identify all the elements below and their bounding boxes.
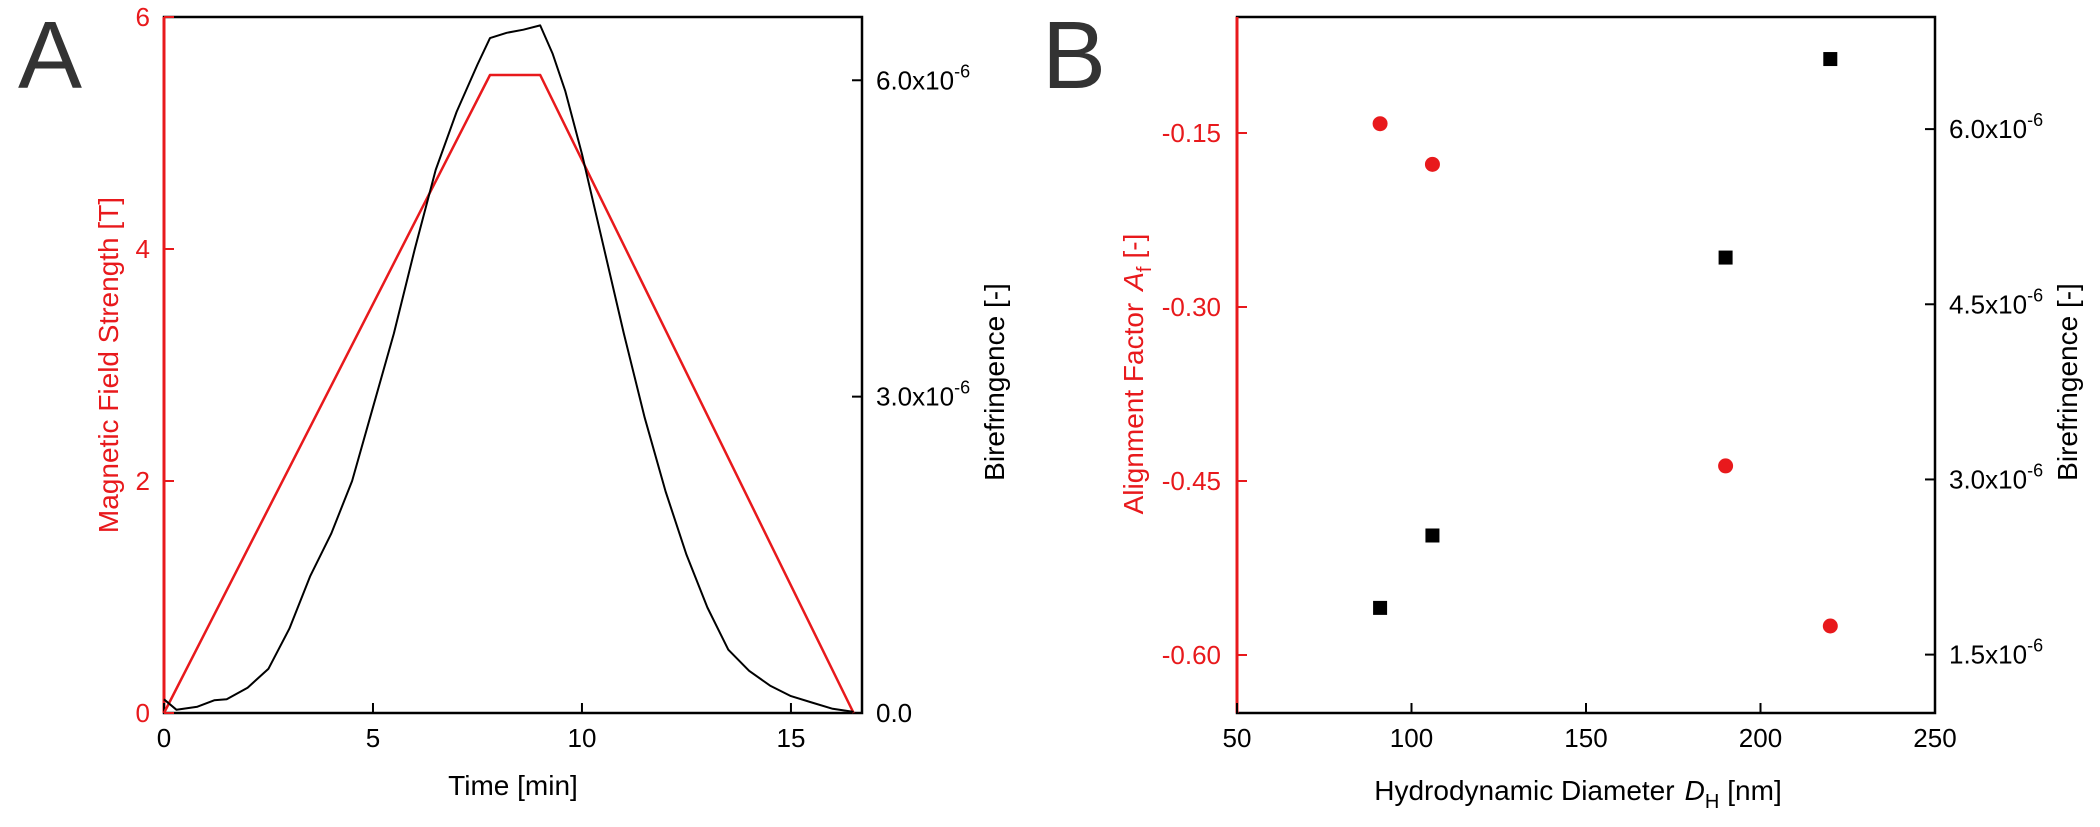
panel-b-x-tick-label: 100 [1390, 723, 1433, 753]
panel-b-left-ticks: -0.15 -0.30 -0.45 -0.60 [1162, 118, 1247, 670]
panel-b-birefringence-point [1425, 528, 1440, 543]
panel-a-x-axis-title: Time [min] [448, 770, 578, 801]
panel-b-left-axis-unit: [-] [1118, 234, 1149, 259]
panel-b-left-axis-title-text: Alignment Factor [1118, 303, 1149, 515]
panel-b-right-ticks: 1.5x10-63.0x10-64.5x10-66.0x10-6 [1925, 110, 2043, 670]
panel-b-right-axis-title: Birefringence [-] [2052, 283, 2083, 481]
panel-a-left-tick-label: 0 [136, 698, 150, 728]
panel-b-right-tick-label-mantissa: 6.0x10 [1949, 114, 2027, 144]
panel-b-right-tick-label-mantissa: 1.5x10 [1949, 640, 2027, 670]
panel-b-birefringence-point [1718, 250, 1733, 265]
panel-b-x-tick-label: 50 [1223, 723, 1252, 753]
panel-a-label: A [18, 2, 82, 109]
panel-b-right-tick-label-mantissa: 3.0x10 [1949, 464, 2027, 494]
panel-b-left-tick-label: -0.15 [1162, 118, 1221, 148]
panel-b-x-tick-label: 200 [1739, 723, 1782, 753]
panel-a-left-tick-label: 6 [136, 2, 150, 32]
panel-b-x-axis-title: Hydrodynamic Diameter DH [nm] [1374, 775, 1781, 813]
panel-b-alignment-point [1424, 156, 1440, 172]
panel-a-right-tick-label-exponent: -6 [954, 61, 970, 81]
panel-a-series [162, 24, 855, 714]
panel-b-alignment-point [1718, 458, 1734, 474]
panel-b-x-axis-symbol: D [1685, 775, 1705, 806]
panel-b-alignment-point [1372, 116, 1388, 132]
panel-b-left-axis-title: Alignment Factor Af [-] [1118, 234, 1156, 515]
panel-b-x-tick-label: 150 [1564, 723, 1607, 753]
panel-a-right-axis-title: Birefringence [-] [979, 283, 1010, 481]
panel-b-right-tick-label-exponent: -6 [2027, 285, 2043, 305]
panel-a-left-ticks: 0 2 4 6 [136, 2, 174, 728]
panel-a-right-tick-label-mantissa: 0.0 [876, 698, 912, 728]
panel-b-birefringence-point [1823, 52, 1838, 67]
panel-a-series-line [162, 73, 855, 714]
panel-a-series-line [163, 24, 854, 713]
panel-b-alignment-point [1822, 618, 1838, 634]
panel-b-series [1372, 52, 1838, 634]
panel-b-x-ticks: 50 100 150 200 250 [1223, 703, 1957, 753]
panel-b-x-tick-label: 250 [1913, 723, 1956, 753]
panel-a-frame [162, 15, 864, 715]
panel-a-x-ticks: 0 5 10 15 [157, 703, 805, 753]
panel-b-label: B [1042, 2, 1106, 109]
panel-b-x-axis-title-text: Hydrodynamic Diameter [1374, 775, 1674, 806]
panel-b-left-axis-subscript: f [1134, 266, 1156, 272]
panel-a-right-tick-label-mantissa: 6.0x10 [876, 65, 954, 95]
panel-a-x-tick-label: 0 [157, 723, 171, 753]
panel-b-frame [1235, 15, 1937, 715]
panel-b-right-tick-label-exponent: -6 [2027, 110, 2043, 130]
panel-a-right-tick-label: 6.0x10-6 [876, 61, 970, 95]
panel-b-left-axis-symbol: A [1118, 272, 1149, 293]
panel-b-birefringence-point [1373, 600, 1388, 615]
panel-a-right-tick-label: 0.0 [876, 698, 912, 728]
panel-b-right-tick-label-mantissa: 4.5x10 [1949, 289, 2027, 319]
panel-b-right-tick-label-exponent: -6 [2027, 636, 2043, 656]
panel-b-x-axis-unit: [nm] [1727, 775, 1781, 806]
panel-a-x-tick-label: 5 [366, 723, 380, 753]
panel-b-right-tick-label: 6.0x10-6 [1949, 110, 2043, 144]
panel-a-x-tick-label: 15 [776, 723, 805, 753]
panel-a-left-tick-label: 2 [136, 466, 150, 496]
panel-a-x-tick-label: 10 [568, 723, 597, 753]
panel-a-left-axis-title: Magnetic Field Strength [T] [93, 197, 124, 533]
panel-b-left-tick-label: -0.30 [1162, 292, 1221, 322]
panel-a-right-ticks: 0.03.0x10-66.0x10-6 [852, 61, 970, 728]
panel-b-right-tick-label: 3.0x10-6 [1949, 460, 2043, 494]
panel-b-left-tick-label: -0.45 [1162, 466, 1221, 496]
panel-a-left-tick-label: 4 [136, 234, 150, 264]
panel-b-right-tick-label: 1.5x10-6 [1949, 636, 2043, 670]
panel-b-right-tick-label: 4.5x10-6 [1949, 285, 2043, 319]
panel-a-right-tick-label-mantissa: 3.0x10 [876, 382, 954, 412]
panel-b-x-axis-subscript: H [1705, 791, 1719, 813]
panel-b-right-tick-label-exponent: -6 [2027, 460, 2043, 480]
panel-b: B 50 100 150 200 250 -0.15 -0.30 -0.45 -0.60 1.… [1042, 2, 2083, 813]
panel-a-right-tick-label: 3.0x10-6 [876, 378, 970, 412]
panel-a-right-tick-label-exponent: -6 [954, 378, 970, 398]
panel-b-left-tick-label: -0.60 [1162, 640, 1221, 670]
